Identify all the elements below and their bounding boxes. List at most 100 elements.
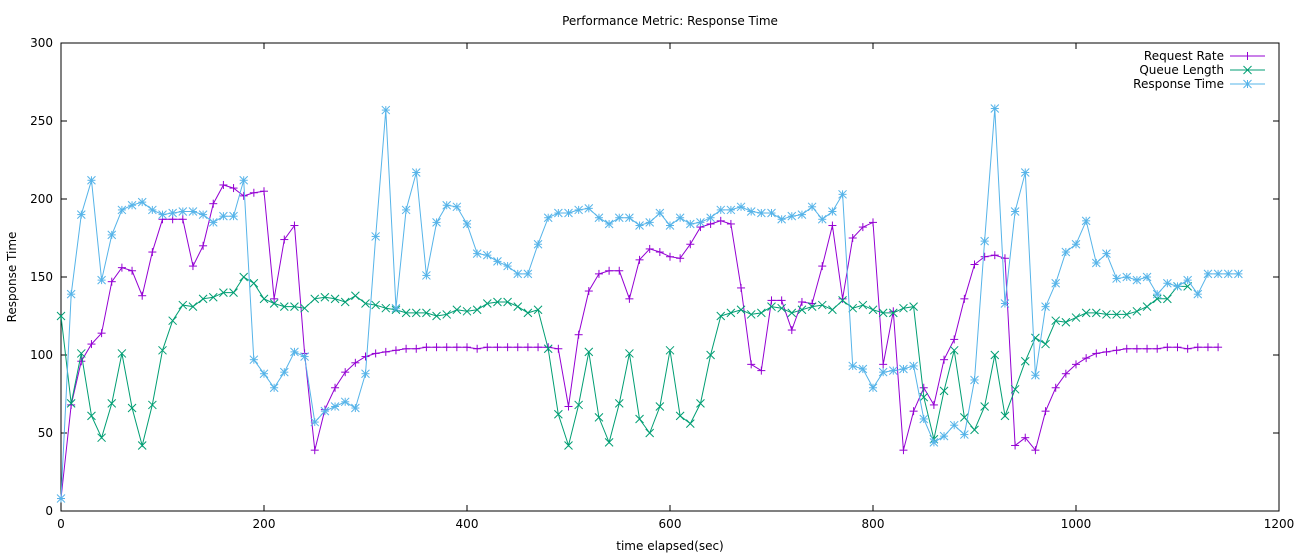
data-point-queue-length: [888, 308, 898, 318]
data-point-request-rate: [503, 343, 512, 352]
data-point-request-rate: [970, 260, 979, 269]
data-point-response-time: [178, 207, 188, 216]
data-point-request-rate: [848, 234, 857, 242]
data-point-request-rate: [869, 218, 877, 227]
data-point-queue-length: [188, 302, 198, 311]
legend-label: Queue Length: [1139, 63, 1224, 77]
data-point-response-time: [503, 261, 512, 271]
data-point-queue-length: [635, 414, 644, 424]
data-point-response-time: [685, 219, 695, 229]
data-point-response-time: [1061, 247, 1071, 257]
data-point-response-time: [564, 208, 573, 218]
data-point-response-time: [1132, 275, 1142, 285]
data-point-request-rate: [737, 283, 746, 292]
data-point-response-time: [330, 402, 340, 411]
data-point-response-time: [401, 205, 411, 215]
legend-marker: [1243, 65, 1252, 75]
data-point-queue-length: [574, 400, 584, 410]
data-point-queue-length: [482, 299, 492, 308]
data-point-queue-length: [168, 316, 178, 326]
data-point-response-time: [482, 250, 492, 260]
data-point-request-rate: [148, 248, 157, 257]
data-point-response-time: [381, 105, 391, 115]
data-point-queue-length: [117, 349, 127, 358]
series-line-request-rate: [60, 184, 1219, 499]
data-point-request-rate: [188, 262, 197, 271]
data-point-response-time: [249, 355, 259, 365]
data-point-queue-length: [756, 308, 766, 318]
data-point-request-rate: [950, 335, 959, 344]
data-point-request-rate: [1102, 347, 1111, 356]
data-point-response-time: [188, 207, 198, 216]
data-point-queue-length: [493, 297, 502, 307]
data-point-request-rate: [371, 349, 380, 358]
ticks-layer: 0 200 400 600 800 1000 1200 0 50 100 150 200 250 300: [30, 36, 1294, 531]
chart-title: Performance Metric: Response Time: [562, 14, 778, 28]
data-point-response-time: [259, 369, 269, 379]
data-point-queue-length: [523, 308, 533, 318]
data-point-queue-length: [675, 411, 685, 421]
data-point-response-time: [868, 383, 878, 393]
x-tick-label: 800: [862, 517, 885, 531]
data-point-response-time: [655, 208, 665, 218]
data-point-response-time: [696, 218, 705, 227]
data-point-response-time: [97, 275, 106, 285]
data-point-response-time: [340, 397, 350, 407]
data-point-response-time: [614, 213, 624, 223]
data-point-response-time: [594, 213, 604, 223]
data-point-response-time: [300, 352, 309, 361]
data-point-response-time: [1000, 299, 1010, 308]
data-point-queue-length: [442, 310, 452, 319]
data-point-queue-length: [899, 303, 908, 313]
data-point-queue-length: [949, 345, 959, 355]
data-point-queue-length: [726, 308, 736, 318]
x-axis-label: time elapsed(sec): [616, 539, 723, 553]
data-point-queue-length: [219, 288, 228, 297]
data-point-request-rate: [270, 294, 279, 303]
data-point-request-rate: [1214, 343, 1223, 352]
series-response-time: [56, 104, 1243, 503]
data-point-response-time: [959, 430, 969, 439]
data-point-request-rate: [676, 254, 685, 263]
data-point-response-time: [1091, 258, 1101, 268]
data-point-response-time: [970, 375, 979, 385]
data-point-queue-length: [229, 288, 238, 297]
data-point-request-rate: [412, 344, 421, 353]
data-point-request-rate: [1183, 344, 1192, 353]
data-point-queue-length: [137, 441, 147, 450]
data-point-response-time: [310, 417, 320, 427]
data-point-queue-length: [66, 399, 76, 408]
x-tick-label: 1200: [1264, 517, 1295, 531]
data-point-response-time: [361, 369, 370, 379]
y-tick-label: 50: [38, 426, 53, 440]
data-point-response-time: [87, 175, 96, 185]
data-point-queue-length: [665, 345, 675, 355]
data-point-queue-length: [208, 292, 218, 302]
data-point-request-rate: [960, 294, 969, 303]
data-point-request-rate: [107, 277, 116, 286]
x-tick-label: 600: [659, 517, 682, 531]
data-point-queue-length: [1071, 313, 1081, 322]
legend-marker: [1243, 79, 1252, 89]
data-point-queue-length: [716, 311, 726, 321]
data-point-request-rate: [493, 343, 502, 352]
data-point-response-time: [553, 208, 563, 218]
data-point-queue-length: [1061, 317, 1071, 327]
data-point-queue-length: [1051, 316, 1061, 326]
data-point-response-time: [208, 218, 218, 227]
data-point-queue-length: [462, 306, 472, 316]
y-tick-label: 200: [30, 192, 53, 206]
y-tick-label: 300: [30, 36, 53, 50]
data-point-response-time: [756, 208, 766, 218]
data-point-queue-length: [533, 305, 543, 315]
data-point-request-rate: [209, 199, 218, 208]
data-point-queue-length: [127, 403, 137, 413]
series-line-queue-length: [60, 276, 1188, 448]
data-point-response-time: [980, 236, 990, 246]
data-point-request-rate: [87, 340, 96, 349]
data-point-request-rate: [473, 344, 482, 353]
data-point-queue-length: [107, 399, 117, 408]
data-point-queue-length: [553, 409, 563, 419]
data-point-queue-length: [1000, 411, 1010, 421]
data-point-request-rate: [117, 263, 126, 272]
